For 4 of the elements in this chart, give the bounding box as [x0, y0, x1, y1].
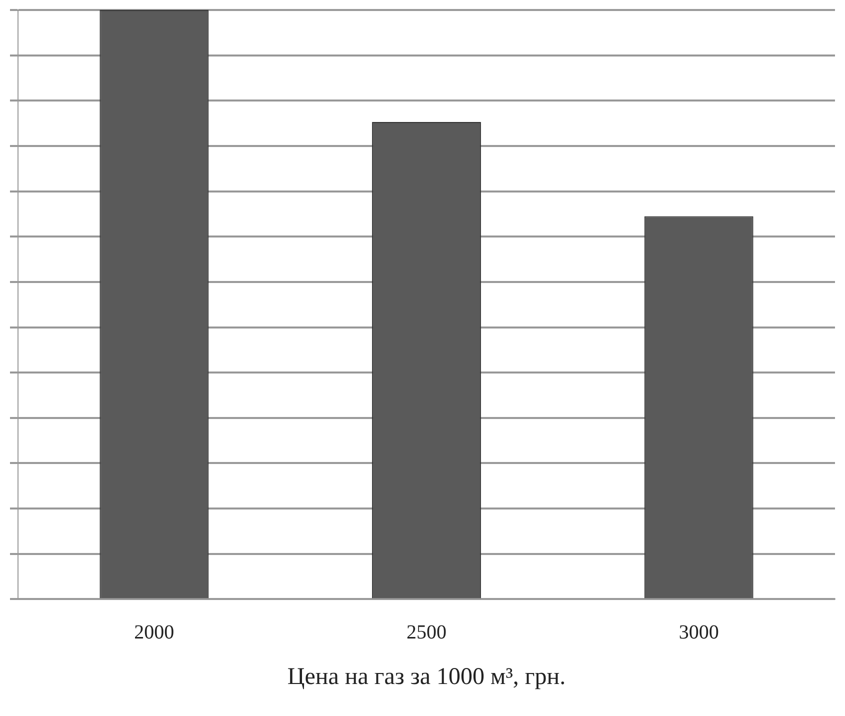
x-tick-label: 2500 — [406, 621, 446, 644]
x-tick-label: 3000 — [678, 621, 719, 644]
x-axis-title: Цена на газ за 1000 м³, грн. — [287, 664, 566, 690]
x-tick-label: 2000 — [134, 621, 174, 644]
